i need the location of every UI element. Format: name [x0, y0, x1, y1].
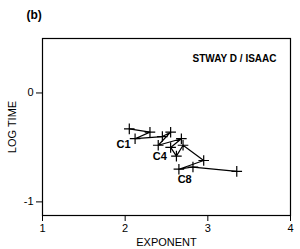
svg-text:EXPONENT: EXPONENT	[136, 236, 197, 248]
svg-text:LOG TIME: LOG TIME	[6, 101, 18, 153]
svg-text:-1: -1	[24, 195, 34, 207]
svg-text:0: 0	[27, 86, 33, 98]
svg-text:STWAY D / ISAAC: STWAY D / ISAAC	[193, 53, 277, 64]
svg-text:(b): (b)	[27, 8, 42, 22]
svg-text:2: 2	[122, 222, 128, 234]
svg-text:C8: C8	[178, 173, 192, 185]
svg-text:3: 3	[205, 222, 211, 234]
svg-text:1: 1	[39, 222, 45, 234]
svg-text:4: 4	[287, 222, 293, 234]
svg-text:C4: C4	[153, 150, 168, 162]
svg-text:C1: C1	[116, 138, 130, 150]
